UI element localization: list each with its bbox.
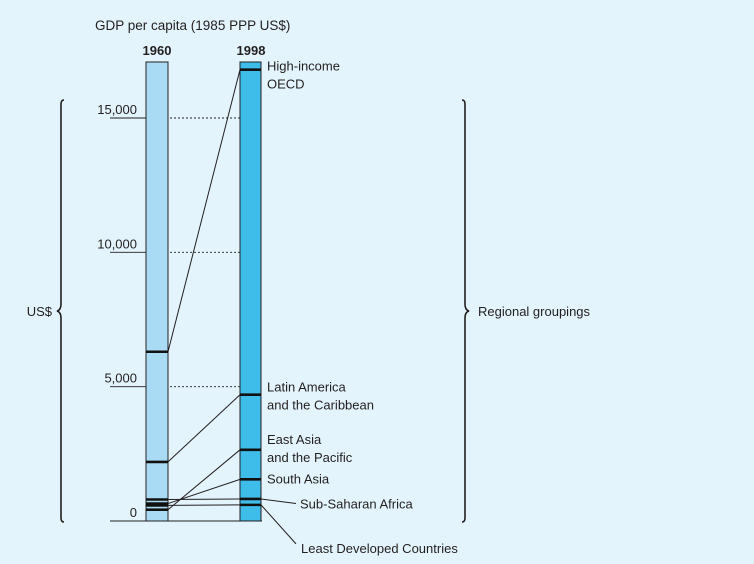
connector-line bbox=[167, 394, 241, 463]
y-tick-labels: 15,000 10,000 5,000 0 bbox=[97, 102, 137, 520]
column-label-1998: 1998 bbox=[237, 43, 266, 58]
series-label: and the Pacific bbox=[267, 450, 353, 465]
y-tick-label: 10,000 bbox=[97, 236, 137, 251]
connector-lines bbox=[167, 69, 241, 511]
y-tick-label: 0 bbox=[130, 505, 137, 520]
y-tick-label: 5,000 bbox=[104, 371, 137, 386]
series-label: High-income bbox=[267, 58, 340, 73]
value-marks bbox=[146, 68, 261, 512]
bar-1960 bbox=[145, 61, 169, 522]
connector-line bbox=[167, 449, 241, 511]
series-label: Latin America bbox=[267, 379, 347, 394]
leader-line bbox=[260, 498, 297, 505]
column-label-1960: 1960 bbox=[143, 43, 172, 58]
series-label: East Asia bbox=[267, 432, 322, 447]
series-label: OECD bbox=[267, 76, 305, 91]
right-bracket bbox=[461, 99, 470, 523]
us-dollar-label: US$ bbox=[27, 304, 53, 319]
series-label: South Asia bbox=[267, 471, 330, 486]
series-label: Least Developed Countries bbox=[301, 541, 458, 556]
gridlines bbox=[110, 117, 262, 522]
series-label: and the Caribbean bbox=[267, 397, 374, 412]
connector-line bbox=[167, 498, 241, 501]
connector-line bbox=[167, 504, 241, 506]
leader-line bbox=[260, 504, 297, 545]
bar-1998 bbox=[239, 61, 262, 522]
regional-groupings-label: Regional groupings bbox=[478, 304, 591, 319]
left-bracket bbox=[56, 99, 65, 523]
connector-line bbox=[167, 69, 241, 352]
y-tick-label: 15,000 bbox=[97, 102, 137, 117]
chart-title: GDP per capita (1985 PPP US$) bbox=[95, 18, 290, 33]
series-label: Sub-Saharan Africa bbox=[300, 497, 414, 512]
series-labels: High-income OECD Latin America and the Cari… bbox=[260, 58, 458, 556]
